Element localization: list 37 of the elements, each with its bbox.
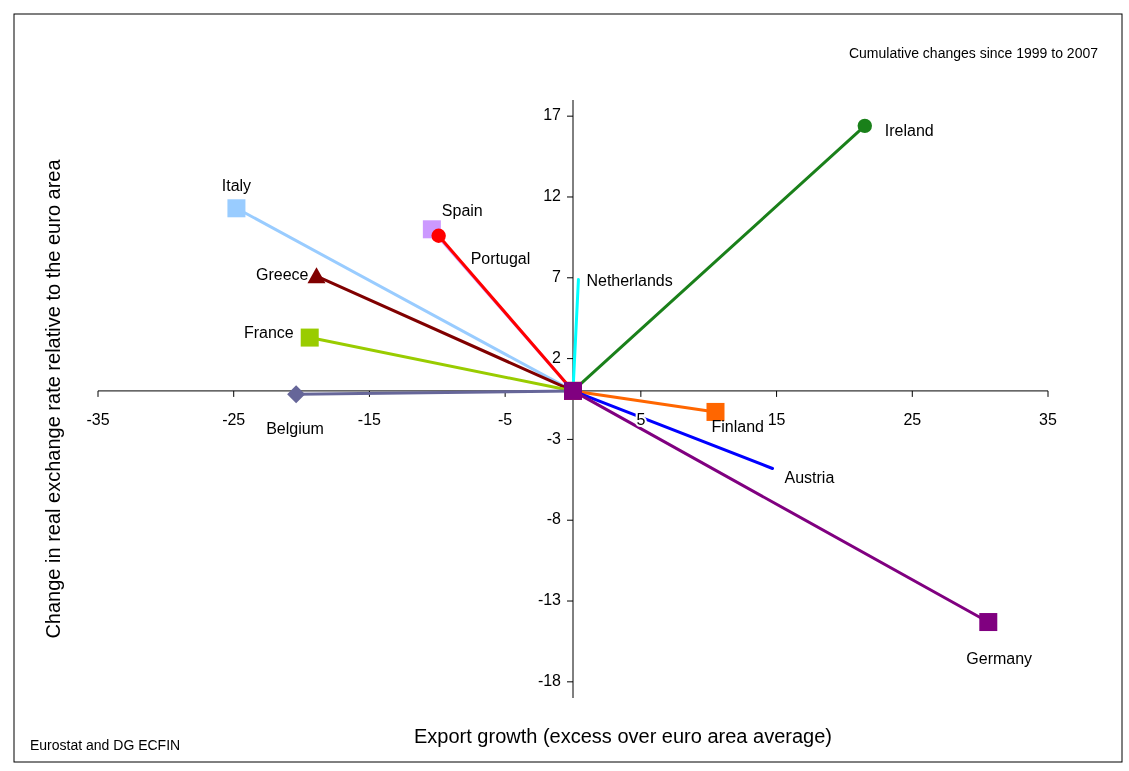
series-label: Austria <box>784 468 835 486</box>
y-tick-label: 7 <box>552 268 562 286</box>
y-tick-label: -8 <box>546 510 562 528</box>
series-label: France <box>243 323 294 341</box>
y-tick-label: -18 <box>537 672 562 690</box>
series-label: Portugal <box>470 249 531 267</box>
x-tick-label: 15 <box>767 410 786 428</box>
y-tick-label: -13 <box>537 591 562 609</box>
series-label: Finland <box>711 418 764 436</box>
series-label: Spain <box>441 201 483 219</box>
y-tick-label: -3 <box>546 429 562 447</box>
text: Eurostat and DG ECFIN <box>30 737 181 753</box>
y-axis-title: Change in real exchange rate relative to the euro area <box>42 158 64 639</box>
series-label: Germany <box>966 650 1033 668</box>
series-label: Netherlands <box>586 271 673 289</box>
x-tick-label: -15 <box>357 410 382 428</box>
series-label: Belgium <box>266 420 324 438</box>
point <box>431 228 446 243</box>
y-tick-label: 17 <box>543 106 562 124</box>
x-tick-label: -35 <box>86 410 110 428</box>
point <box>979 613 998 632</box>
point <box>287 385 306 404</box>
chart-title: Cumulative changes since 1999 to 2007 <box>848 45 1099 61</box>
point <box>706 402 725 421</box>
y-tick-label: 12 <box>543 187 562 205</box>
point <box>300 328 319 347</box>
x-tick-label: -5 <box>498 410 513 428</box>
point <box>227 199 246 218</box>
series-label: Italy <box>221 176 252 194</box>
x-tick-label: 25 <box>903 410 922 428</box>
point <box>857 118 872 134</box>
x-axis-title: Export growth (excess over euro area average) <box>414 725 832 747</box>
x-tick-label: -25 <box>222 410 246 428</box>
x-tick-label: 35 <box>1039 410 1057 428</box>
y-tick-label: 2 <box>552 348 562 366</box>
series-label: Ireland <box>884 122 934 140</box>
series-label: Greece <box>256 266 309 284</box>
